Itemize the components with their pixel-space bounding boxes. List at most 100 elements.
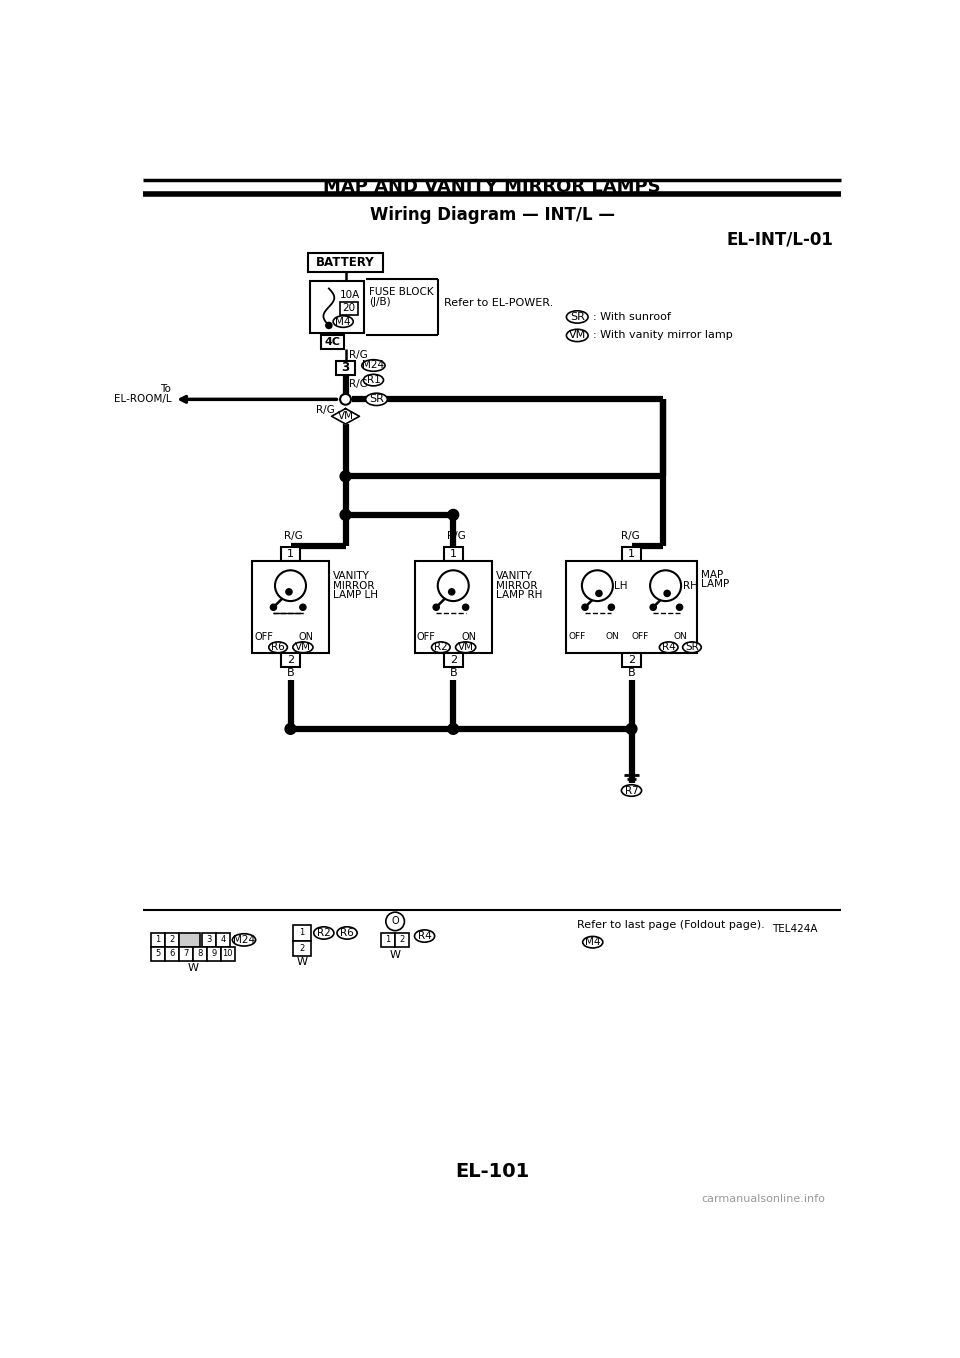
Text: 10A: 10A	[340, 289, 360, 300]
Text: M4: M4	[585, 937, 601, 947]
Text: Refer to EL-POWER.: Refer to EL-POWER.	[444, 299, 553, 308]
Text: R4: R4	[661, 642, 676, 652]
Text: VANITY: VANITY	[333, 572, 370, 581]
Text: ON: ON	[673, 631, 687, 641]
Text: 1: 1	[386, 936, 391, 944]
Bar	[321, 334, 344, 349]
Text: ON: ON	[299, 631, 313, 641]
Circle shape	[447, 724, 459, 735]
Circle shape	[664, 591, 670, 596]
Text: 1: 1	[300, 929, 304, 937]
Bar	[622, 653, 641, 667]
Text: LAMP RH: LAMP RH	[496, 589, 542, 600]
Text: R/G: R/G	[621, 531, 639, 542]
Bar	[216, 933, 230, 947]
Text: 2: 2	[628, 656, 636, 665]
Circle shape	[650, 604, 657, 610]
Ellipse shape	[621, 785, 641, 796]
Text: To: To	[160, 383, 171, 394]
Text: M4: M4	[335, 316, 351, 326]
Text: BATTERY: BATTERY	[316, 255, 374, 269]
Text: EL-101: EL-101	[455, 1162, 529, 1181]
Bar	[252, 561, 329, 653]
Ellipse shape	[683, 642, 701, 653]
Text: M24: M24	[233, 934, 255, 945]
Bar	[340, 303, 358, 315]
Bar	[206, 947, 221, 960]
Text: 2: 2	[287, 656, 294, 665]
Bar	[151, 933, 165, 947]
Ellipse shape	[314, 926, 334, 940]
Text: O: O	[392, 917, 399, 926]
Text: ON: ON	[605, 631, 619, 641]
Text: carmanualsonline.info: carmanualsonline.info	[702, 1194, 826, 1203]
Bar	[396, 933, 409, 947]
Text: R6: R6	[272, 642, 285, 652]
Text: 9: 9	[211, 949, 216, 959]
Bar	[221, 947, 234, 960]
Circle shape	[286, 589, 292, 595]
Text: 5: 5	[156, 949, 160, 959]
Text: EL-INT/L-01: EL-INT/L-01	[726, 231, 833, 249]
Text: B: B	[628, 766, 636, 775]
Ellipse shape	[366, 394, 388, 406]
Bar	[381, 933, 396, 947]
Text: LAMP: LAMP	[701, 579, 730, 589]
Text: R/G: R/G	[348, 350, 368, 360]
Text: OFF: OFF	[254, 631, 273, 641]
Circle shape	[677, 604, 683, 610]
Circle shape	[447, 509, 459, 520]
Circle shape	[300, 604, 306, 610]
Text: W: W	[390, 949, 400, 960]
Ellipse shape	[362, 360, 385, 371]
Bar	[165, 933, 179, 947]
Ellipse shape	[432, 642, 450, 653]
Text: Wiring Diagram — INT/L —: Wiring Diagram — INT/L —	[370, 206, 614, 224]
Ellipse shape	[566, 329, 588, 342]
Circle shape	[275, 570, 306, 602]
Circle shape	[582, 604, 588, 610]
Bar	[308, 253, 383, 272]
Circle shape	[340, 394, 351, 405]
Circle shape	[596, 591, 602, 596]
Bar	[293, 941, 311, 956]
Text: 2: 2	[399, 936, 405, 944]
Circle shape	[271, 604, 276, 610]
Text: R6: R6	[340, 928, 354, 938]
Text: 3: 3	[342, 361, 349, 375]
Text: 6: 6	[169, 949, 175, 959]
Text: R2: R2	[317, 928, 330, 938]
Text: W: W	[187, 963, 199, 974]
Text: R/G: R/G	[348, 379, 368, 388]
Circle shape	[325, 322, 332, 329]
Text: (J/B): (J/B)	[369, 296, 391, 307]
Text: 4C: 4C	[324, 337, 341, 346]
Text: 1: 1	[449, 549, 457, 559]
Text: 2: 2	[169, 936, 175, 944]
Text: W: W	[297, 957, 307, 967]
Circle shape	[582, 570, 612, 602]
Text: VM: VM	[295, 642, 311, 652]
Text: B: B	[628, 668, 636, 679]
Text: B: B	[449, 668, 457, 679]
Text: LH: LH	[614, 581, 628, 591]
Circle shape	[650, 570, 681, 602]
Circle shape	[386, 913, 404, 930]
Text: R/G: R/G	[316, 405, 335, 416]
Polygon shape	[331, 409, 359, 424]
Text: VANITY: VANITY	[496, 572, 533, 581]
Text: VM: VM	[338, 411, 353, 421]
Circle shape	[340, 471, 351, 482]
Bar	[444, 547, 463, 561]
Circle shape	[626, 724, 636, 735]
Bar	[193, 947, 206, 960]
Ellipse shape	[293, 642, 313, 653]
Text: 2: 2	[449, 656, 457, 665]
Text: MAP AND VANITY MIRROR LAMPS: MAP AND VANITY MIRROR LAMPS	[324, 178, 660, 196]
Text: 4: 4	[221, 936, 226, 944]
Ellipse shape	[232, 934, 255, 947]
Bar	[179, 947, 193, 960]
Text: MAP: MAP	[701, 570, 724, 580]
Text: R/G: R/G	[284, 531, 303, 542]
Text: ON: ON	[461, 631, 476, 641]
